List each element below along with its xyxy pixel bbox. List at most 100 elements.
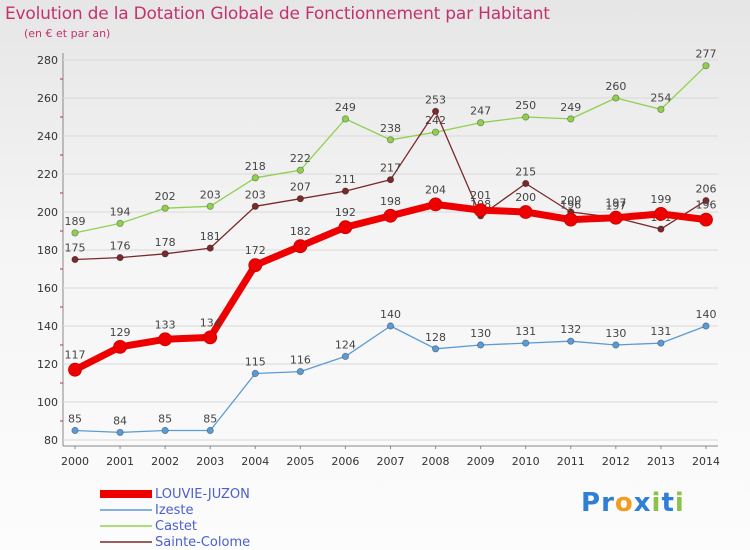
- data-label: 131: [515, 325, 536, 338]
- legend-item[interactable]: Sainte-Colome: [100, 534, 250, 550]
- y-tick-label: 200: [37, 206, 58, 219]
- data-label: 253: [425, 93, 446, 106]
- data-point: [338, 220, 353, 235]
- y-tick-label: 280: [37, 54, 58, 67]
- logo-letter: x: [633, 488, 652, 518]
- y-tick-label: 160: [37, 282, 58, 295]
- data-label: 249: [335, 101, 356, 114]
- x-tick-label: 2006: [331, 455, 359, 468]
- data-label: 206: [695, 183, 716, 196]
- data-label: 85: [203, 413, 217, 426]
- x-tick-label: 2009: [467, 455, 495, 468]
- data-label: 201: [470, 189, 491, 202]
- data-label: 115: [245, 356, 266, 369]
- data-point: [293, 239, 308, 254]
- data-point: [522, 113, 530, 121]
- data-point: [248, 258, 263, 273]
- data-point: [702, 62, 710, 70]
- data-point: [473, 203, 488, 218]
- data-label: 140: [380, 308, 401, 321]
- data-label: 130: [605, 327, 626, 340]
- data-point: [386, 136, 395, 144]
- data-label: 134: [200, 316, 221, 329]
- data-label: 277: [695, 48, 716, 61]
- data-label: 196: [560, 199, 581, 212]
- legend-label: Sainte-Colome: [155, 534, 251, 550]
- x-tick-label: 2013: [647, 455, 675, 468]
- data-label: 249: [560, 101, 581, 114]
- data-point: [612, 341, 620, 349]
- data-point: [296, 195, 304, 203]
- data-point: [608, 210, 623, 225]
- data-label: 172: [245, 244, 266, 257]
- data-label: 203: [200, 188, 221, 201]
- y-tick-label: 260: [37, 92, 58, 105]
- y-tick-label: 80: [44, 434, 58, 447]
- y-tick-label: 100: [37, 396, 58, 409]
- data-label: 131: [650, 325, 671, 338]
- data-label: 215: [515, 166, 536, 179]
- data-point: [116, 254, 124, 262]
- data-label: 218: [245, 160, 266, 173]
- y-tick-label: 180: [37, 244, 58, 257]
- data-label: 129: [110, 326, 131, 339]
- data-label: 140: [695, 308, 716, 321]
- legend-item[interactable]: Castet: [100, 518, 250, 534]
- y-tick-label: 220: [37, 168, 58, 181]
- data-label: 207: [290, 181, 311, 194]
- data-label: 203: [245, 188, 266, 201]
- data-label: 197: [605, 197, 626, 210]
- data-label: 192: [335, 206, 356, 219]
- data-label: 128: [425, 331, 446, 344]
- data-point: [563, 212, 578, 227]
- data-label: 84: [113, 414, 127, 427]
- data-point: [71, 426, 79, 435]
- legend-item[interactable]: LOUVIE-JUZON: [100, 486, 250, 502]
- data-label: 200: [560, 194, 581, 207]
- x-tick-label: 2004: [241, 455, 269, 468]
- y-tick-label: 140: [37, 320, 58, 333]
- x-tick-label: 2008: [422, 455, 450, 468]
- legend-swatch: [100, 509, 152, 511]
- x-tick-label: 2002: [151, 455, 179, 468]
- data-point: [657, 225, 665, 233]
- data-point: [699, 212, 713, 227]
- data-label: 204: [425, 183, 446, 196]
- data-label: 194: [110, 205, 131, 218]
- legend-label: Izeste: [155, 502, 194, 518]
- data-point: [158, 332, 173, 347]
- data-label: 189: [65, 215, 86, 228]
- data-point: [522, 179, 530, 188]
- legend-label: LOUVIE-JUZON: [155, 486, 250, 502]
- data-point: [567, 337, 575, 345]
- data-point: [341, 352, 350, 360]
- data-label: 217: [380, 162, 401, 175]
- data-label: 175: [65, 242, 86, 255]
- data-label: 198: [380, 195, 401, 208]
- x-tick-label: 2007: [376, 455, 404, 468]
- data-label: 222: [290, 152, 311, 165]
- data-point: [431, 345, 440, 353]
- legend-swatch: [100, 541, 152, 543]
- data-point: [251, 202, 259, 210]
- proxiti-logo: Proxiti: [581, 488, 685, 518]
- data-label: 182: [290, 225, 311, 238]
- logo-letter: o: [614, 488, 634, 518]
- legend-swatch: [100, 490, 152, 498]
- data-point: [68, 362, 82, 377]
- legend: LOUVIE-JUZON Izeste Castet Sainte-Colome: [100, 486, 250, 550]
- data-point: [116, 428, 124, 436]
- data-label: 178: [155, 236, 176, 249]
- data-label: 254: [650, 91, 671, 104]
- data-point: [206, 426, 214, 435]
- data-point: [522, 339, 530, 347]
- legend-item[interactable]: Izeste: [100, 502, 250, 518]
- data-point: [161, 426, 169, 435]
- data-label: 211: [335, 173, 356, 186]
- data-point: [386, 322, 395, 330]
- data-point: [657, 339, 665, 347]
- data-label: 199: [650, 193, 671, 206]
- data-label: 85: [158, 413, 172, 426]
- data-label: 124: [335, 338, 356, 351]
- x-tick-label: 2005: [286, 455, 314, 468]
